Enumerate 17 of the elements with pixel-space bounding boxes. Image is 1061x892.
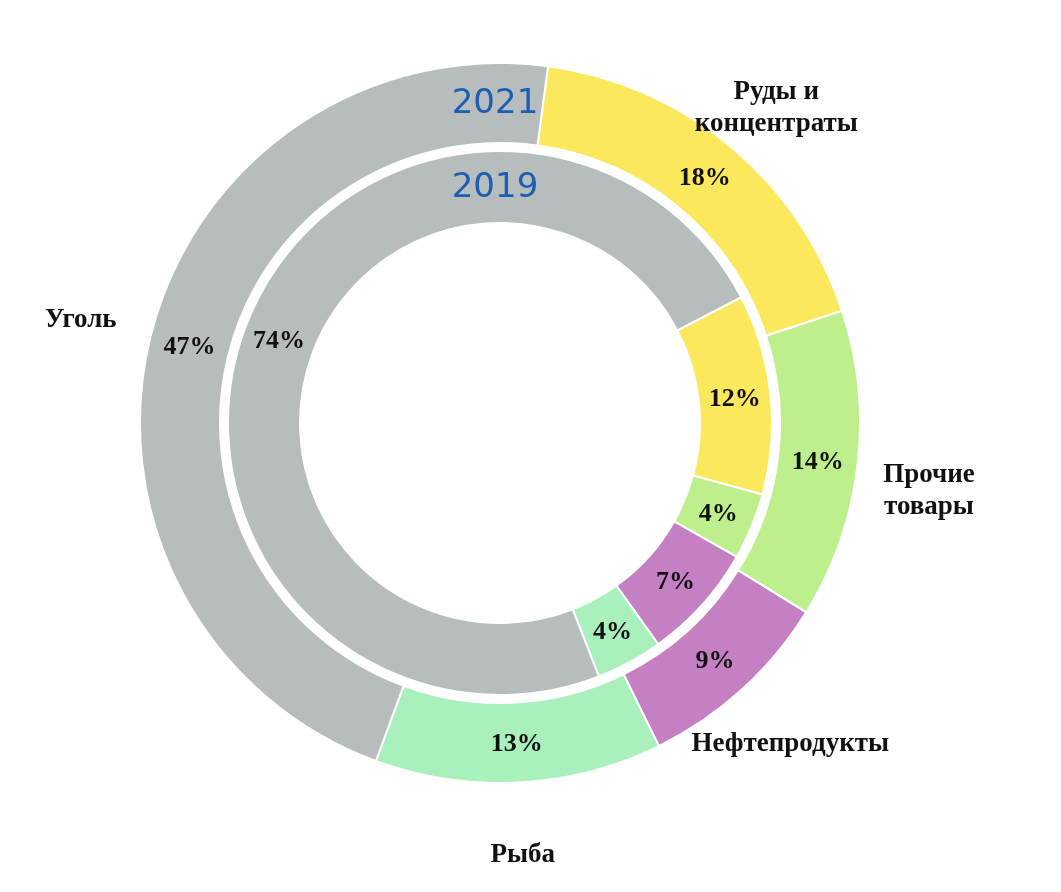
data-label: 4% [592,615,632,645]
slice-label: 2021 [451,81,539,121]
slice-label: Нефтепродукты [691,726,890,757]
data-label: 74% [253,325,306,355]
slice-label: Рыба [490,838,556,869]
data-label: 4% [698,497,738,527]
data-label: 14% [791,445,844,475]
data-label: 13% [490,727,543,757]
slice-label: Уголь [44,303,117,334]
data-label: 18% [678,162,731,191]
data-label: 47% [163,331,216,361]
slice-label: Прочие товары [883,458,975,521]
data-label: 12% [708,382,761,412]
slice-label: Руды и концентраты [694,74,858,137]
data-label: 7% [656,565,695,595]
slice-label: 2019 [451,165,539,205]
data-label: 9% [695,644,735,674]
